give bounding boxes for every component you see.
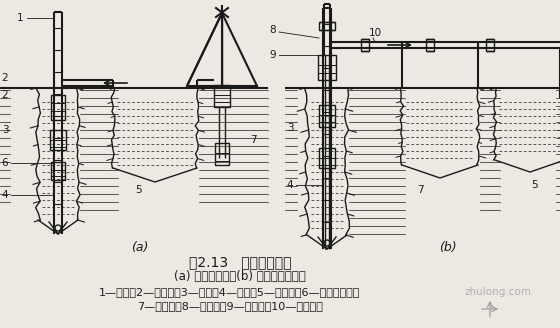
- Bar: [215, 143, 229, 165]
- Text: 2: 2: [2, 90, 8, 100]
- Text: 4: 4: [287, 180, 293, 190]
- Text: 6: 6: [2, 158, 8, 168]
- Text: 8: 8: [270, 25, 276, 35]
- Text: 5: 5: [135, 185, 141, 195]
- Text: zhulong.com: zhulong.com: [464, 287, 531, 297]
- Bar: [51, 162, 65, 180]
- Bar: [50, 130, 66, 150]
- Bar: [51, 95, 65, 120]
- Bar: [486, 39, 494, 51]
- Text: 2: 2: [2, 73, 8, 83]
- Text: 7: 7: [250, 135, 256, 145]
- Text: 4: 4: [2, 190, 8, 200]
- Bar: [319, 148, 335, 168]
- Text: 10: 10: [368, 28, 381, 38]
- Text: 3: 3: [2, 125, 8, 135]
- Bar: [361, 39, 369, 51]
- Text: 1—钻杆；2—送水管；3—主机；4—钻头；5—沉淀池；6—潜水泥浆泵；: 1—钻杆；2—送水管；3—主机；4—钻头；5—沉淀池；6—潜水泥浆泵；: [99, 287, 361, 297]
- Bar: [214, 85, 230, 107]
- Bar: [319, 105, 335, 127]
- Text: (b): (b): [439, 241, 457, 255]
- Text: 7: 7: [417, 185, 423, 195]
- Text: 3: 3: [287, 123, 293, 133]
- Text: 7—泥浆池；8—砂石泵；9—抽渣管；10—排渣胶管: 7—泥浆池；8—砂石泵；9—抽渣管；10—排渣胶管: [137, 301, 323, 311]
- Text: (a): (a): [131, 241, 149, 255]
- Text: 图2.13   循环排渣方法: 图2.13 循环排渣方法: [189, 255, 291, 269]
- Text: 9: 9: [270, 50, 276, 60]
- Text: (a) 正循环排渣；(b) 泵举反循环排渣: (a) 正循环排渣；(b) 泵举反循环排渣: [174, 271, 306, 283]
- Bar: [426, 39, 434, 51]
- Text: 1: 1: [17, 13, 24, 23]
- Bar: [319, 22, 335, 30]
- Text: 5: 5: [531, 180, 538, 190]
- Bar: [318, 55, 336, 80]
